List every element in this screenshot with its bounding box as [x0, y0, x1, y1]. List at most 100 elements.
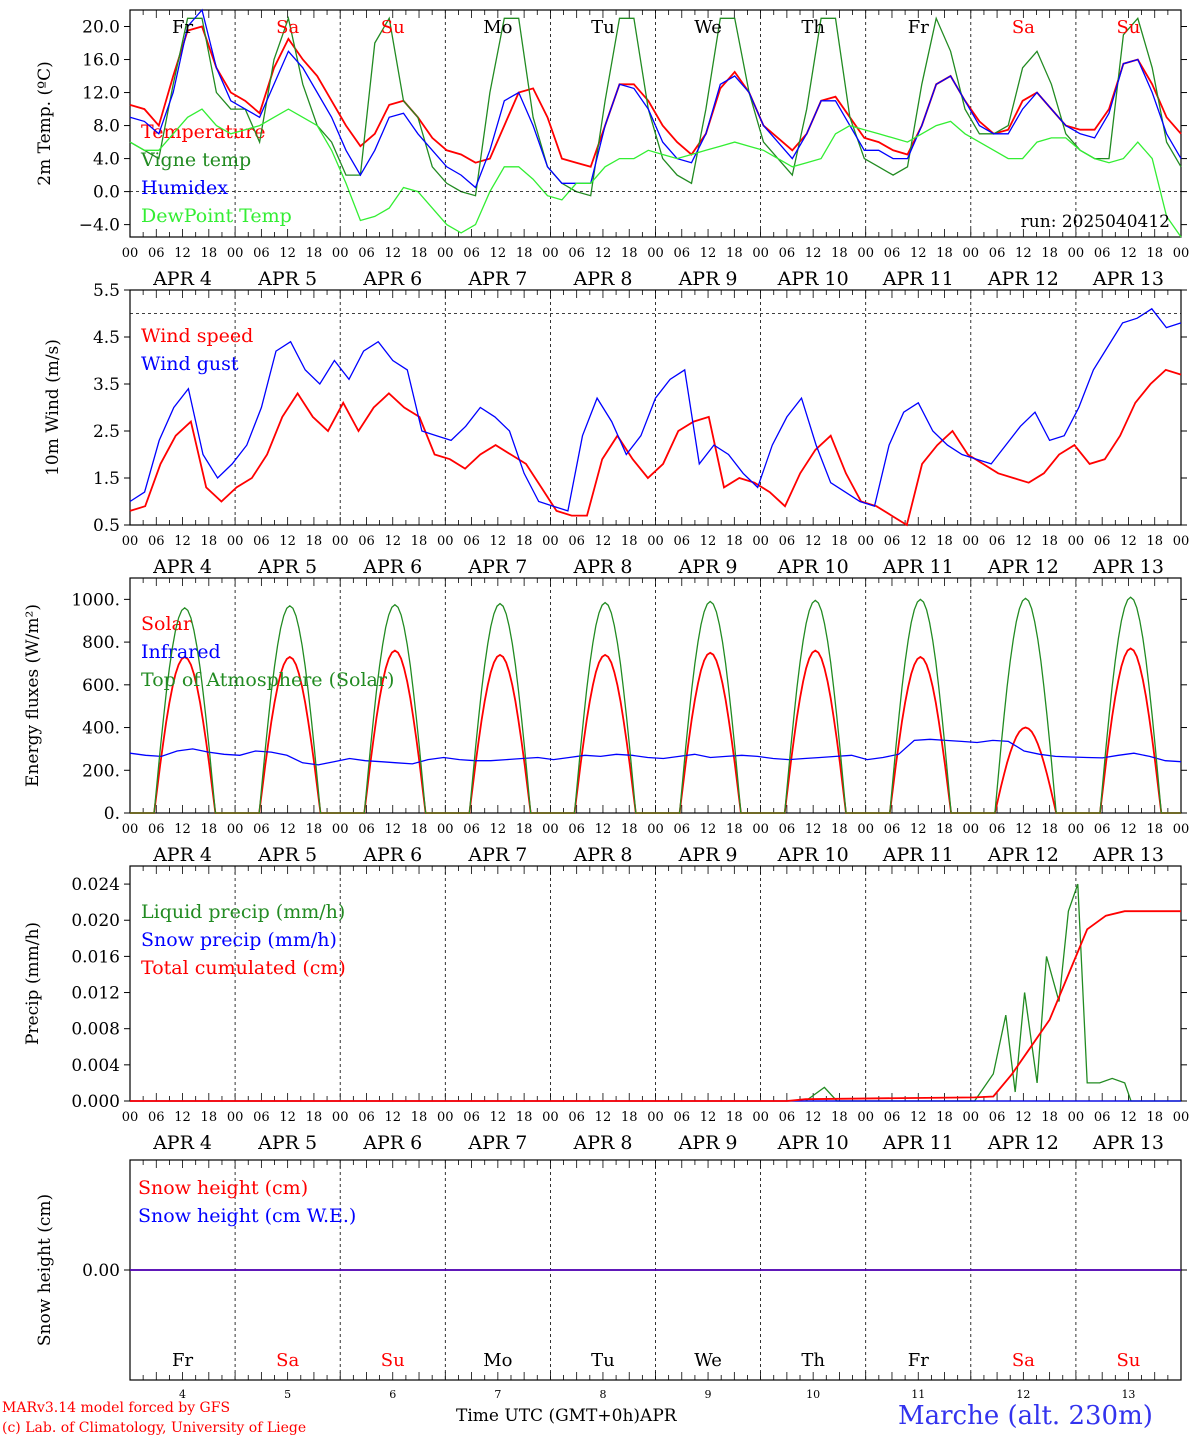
series-line-precip-2 [130, 910, 1181, 1102]
day-number-label: 4 [179, 1388, 186, 1401]
hour-tick-label: 00 [332, 1110, 349, 1125]
hour-tick-label: 12 [595, 246, 612, 261]
hour-tick-label: 00 [1173, 822, 1190, 837]
hour-tick-label: 00 [963, 534, 980, 549]
hour-tick-label: 18 [1146, 534, 1163, 549]
hour-tick-label: 06 [1094, 1110, 1111, 1125]
weekday-label: Sa [1012, 17, 1035, 38]
hour-tick-label: 00 [963, 1110, 980, 1125]
hour-tick-label: 06 [463, 246, 480, 261]
hour-tick-label: 12 [490, 1110, 507, 1125]
weekday-label: Tu [591, 17, 615, 38]
hour-tick-label: 18 [201, 534, 218, 549]
hour-tick-label: 12 [1015, 822, 1032, 837]
hour-tick-label: 18 [201, 1110, 218, 1125]
hour-tick-label: 18 [516, 1110, 533, 1125]
weekday-label-bottom: Su [381, 1350, 405, 1371]
day-label: APR 10 [777, 844, 849, 866]
day-label: APR 13 [1092, 556, 1164, 578]
day-label: APR 5 [257, 556, 317, 578]
day-label: APR 4 [152, 1132, 212, 1154]
hour-tick-label: 06 [674, 246, 691, 261]
weekday-label: Mo [483, 17, 512, 38]
weekday-label-bottom: Sa [276, 1350, 299, 1371]
hour-tick-label: 00 [437, 534, 454, 549]
hour-tick-label: 06 [148, 1110, 165, 1125]
hour-tick-label: 18 [516, 822, 533, 837]
model-credit: MARv3.14 model forced by GFS [2, 1400, 231, 1416]
hour-tick-label: 18 [516, 246, 533, 261]
legend-snow-0: Snow height (cm) [138, 1177, 308, 1199]
hour-tick-label: 06 [148, 534, 165, 549]
day-number-label: 8 [599, 1388, 606, 1401]
day-label: APR 7 [467, 1132, 527, 1154]
hour-tick-label: 00 [542, 822, 559, 837]
hour-tick-label: 00 [857, 822, 874, 837]
hour-tick-label: 00 [1173, 246, 1190, 261]
series-line-wind-1 [129, 307, 1182, 512]
hour-tick-label: 06 [674, 822, 691, 837]
day-label: APR 8 [572, 844, 632, 866]
hour-tick-label: 00 [752, 534, 769, 549]
hour-tick-label: 12 [279, 822, 296, 837]
legend-wind-1: Wind gust [141, 353, 239, 375]
legend-temp-3: DewPoint Temp [141, 205, 292, 227]
hour-tick-label: 12 [279, 246, 296, 261]
y-tick-label: 200. [82, 761, 120, 781]
day-label: APR 8 [572, 1132, 632, 1154]
series-line-temp-2 [129, 8, 1182, 189]
day-number-label: 9 [705, 1388, 712, 1401]
day-label: APR 12 [987, 556, 1059, 578]
day-label: APR 5 [257, 268, 317, 290]
hour-tick-label: 18 [831, 822, 848, 837]
hour-tick-label: 00 [227, 534, 244, 549]
y-tick-label: 3.5 [93, 375, 120, 395]
station-name: Marche (alt. 230m) [898, 1401, 1153, 1431]
hour-tick-label: 06 [253, 246, 270, 261]
hour-tick-label: 06 [568, 246, 585, 261]
y-tick-label: 5.5 [93, 281, 120, 301]
hour-tick-label: 18 [831, 1110, 848, 1125]
hour-tick-label: 06 [148, 246, 165, 261]
hour-tick-label: 18 [411, 246, 428, 261]
hour-tick-label: 12 [910, 822, 927, 837]
y-tick-label: 1.5 [93, 469, 120, 489]
day-label: APR 6 [362, 268, 422, 290]
series-line-temp-0 [129, 25, 1182, 168]
hour-tick-label: 00 [227, 1110, 244, 1125]
hour-tick-label: 00 [647, 1110, 664, 1125]
y-tick-label: 0.008 [71, 1020, 120, 1040]
hour-tick-label: 12 [1015, 1110, 1032, 1125]
hour-tick-label: 00 [542, 246, 559, 261]
day-label: APR 11 [882, 1132, 954, 1154]
hour-tick-label: 06 [568, 534, 585, 549]
hour-tick-label: 00 [963, 246, 980, 261]
hour-tick-label: 12 [700, 534, 717, 549]
hour-tick-label: 12 [700, 822, 717, 837]
hour-tick-label: 12 [490, 534, 507, 549]
hour-tick-label: 06 [884, 534, 901, 549]
hour-tick-label: 12 [700, 1110, 717, 1125]
hour-tick-label: 18 [1041, 534, 1058, 549]
y-tick-label: 1000. [71, 590, 120, 610]
hour-tick-label: 00 [332, 534, 349, 549]
hour-tick-label: 12 [174, 246, 191, 261]
hour-tick-label: 12 [595, 1110, 612, 1125]
hour-tick-label: 12 [490, 246, 507, 261]
hour-tick-label: 00 [647, 822, 664, 837]
hour-tick-label: 06 [253, 534, 270, 549]
hour-tick-label: 12 [595, 822, 612, 837]
legend-temp-1: Vigne temp [140, 149, 251, 171]
hour-tick-label: 12 [1120, 534, 1137, 549]
hour-tick-label: 00 [1173, 1110, 1190, 1125]
hour-tick-label: 00 [437, 246, 454, 261]
hour-tick-label: 06 [884, 246, 901, 261]
day-label: APR 12 [987, 1132, 1059, 1154]
hour-tick-label: 12 [910, 246, 927, 261]
hour-tick-label: 06 [463, 534, 480, 549]
day-label: APR 8 [572, 556, 632, 578]
y-tick-label: 800. [82, 633, 120, 653]
series-line-energy-1 [129, 738, 1182, 766]
day-number-label: 10 [806, 1388, 820, 1401]
